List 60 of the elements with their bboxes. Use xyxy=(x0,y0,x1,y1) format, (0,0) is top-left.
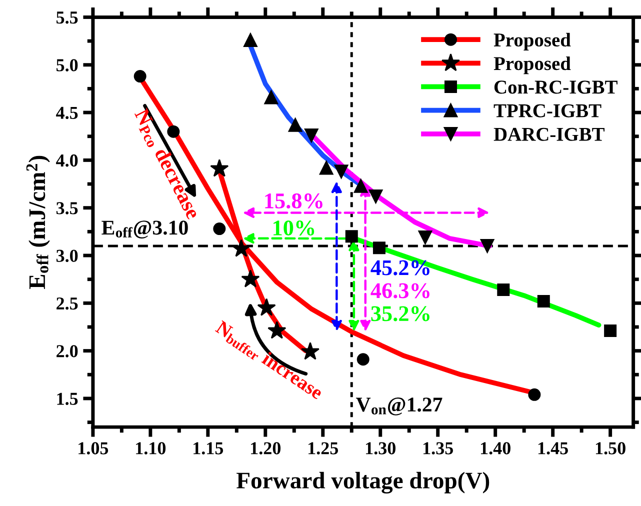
y-tick-label: 2.5 xyxy=(56,297,78,310)
annotation: 15.8% xyxy=(265,193,322,209)
legend-label: Proposed xyxy=(494,32,571,51)
x-tick-label: 1.30 xyxy=(366,442,396,454)
point xyxy=(372,242,386,254)
x-axis-title: Forward voltage drop(V) xyxy=(236,472,490,494)
x-tick-label: 1.40 xyxy=(480,442,510,454)
annotation: 10% xyxy=(274,220,314,236)
y-tick-label: 3.0 xyxy=(56,250,78,262)
point xyxy=(418,230,432,244)
legend-label: DARC-IGBT xyxy=(494,128,604,141)
x-tick-label: 1.50 xyxy=(596,442,626,454)
x-tick-label: 1.45 xyxy=(538,442,568,454)
y-tick-label: 5.0 xyxy=(56,59,78,72)
point xyxy=(167,125,180,138)
y-tick-label: 1.5 xyxy=(57,392,78,405)
point xyxy=(264,90,278,104)
y-tick-label: 4.5 xyxy=(56,106,78,120)
point xyxy=(232,239,251,257)
point xyxy=(356,353,370,366)
x-tick-label: 1.25 xyxy=(308,442,338,454)
x-tick-label: 1.05 xyxy=(78,442,108,454)
annotation: N$_{buffer}$ increase xyxy=(213,320,324,402)
x-tick-label: 1.20 xyxy=(251,442,281,454)
point xyxy=(210,159,229,177)
y-tick-label: 5.5 xyxy=(56,12,78,24)
y-axis-title: E$_{off}$ (mJ/cm$^{2}$) xyxy=(26,156,50,290)
ref-line-label: V$_{on}$@1.27 xyxy=(356,398,442,416)
annotation: 45.2% xyxy=(370,260,430,276)
point xyxy=(257,298,276,316)
point xyxy=(244,33,258,48)
ref-line-label: E$_{off}$@3.10 xyxy=(102,220,188,238)
legend-label: Con-RC-IGBT xyxy=(494,80,618,94)
legend-label: Proposed xyxy=(494,56,571,74)
point xyxy=(480,239,494,253)
point xyxy=(268,321,286,339)
point xyxy=(368,189,383,204)
point xyxy=(304,128,318,142)
legend-label: TPRC-IGBT xyxy=(494,104,602,118)
point xyxy=(354,178,368,193)
x-tick-label: 1.10 xyxy=(136,442,166,454)
point xyxy=(213,222,226,236)
point xyxy=(334,164,348,179)
annotation: 46.3% xyxy=(370,283,430,298)
x-tick-label: 1.15 xyxy=(194,442,224,454)
point xyxy=(319,160,334,175)
point xyxy=(537,294,550,308)
y-tick-label: 4.0 xyxy=(56,154,78,167)
point xyxy=(604,324,617,338)
y-tick-label: 2.0 xyxy=(56,345,78,358)
annotation: N$_{Pco}$ decrease xyxy=(132,107,202,222)
point xyxy=(241,270,260,288)
point xyxy=(345,230,358,243)
y-tick-label: 3.5 xyxy=(56,202,78,214)
point xyxy=(528,388,541,401)
point xyxy=(288,118,302,132)
annotation: 35.2% xyxy=(371,306,430,322)
x-tick-label: 1.35 xyxy=(424,442,453,454)
point xyxy=(134,70,146,83)
point xyxy=(497,284,510,296)
